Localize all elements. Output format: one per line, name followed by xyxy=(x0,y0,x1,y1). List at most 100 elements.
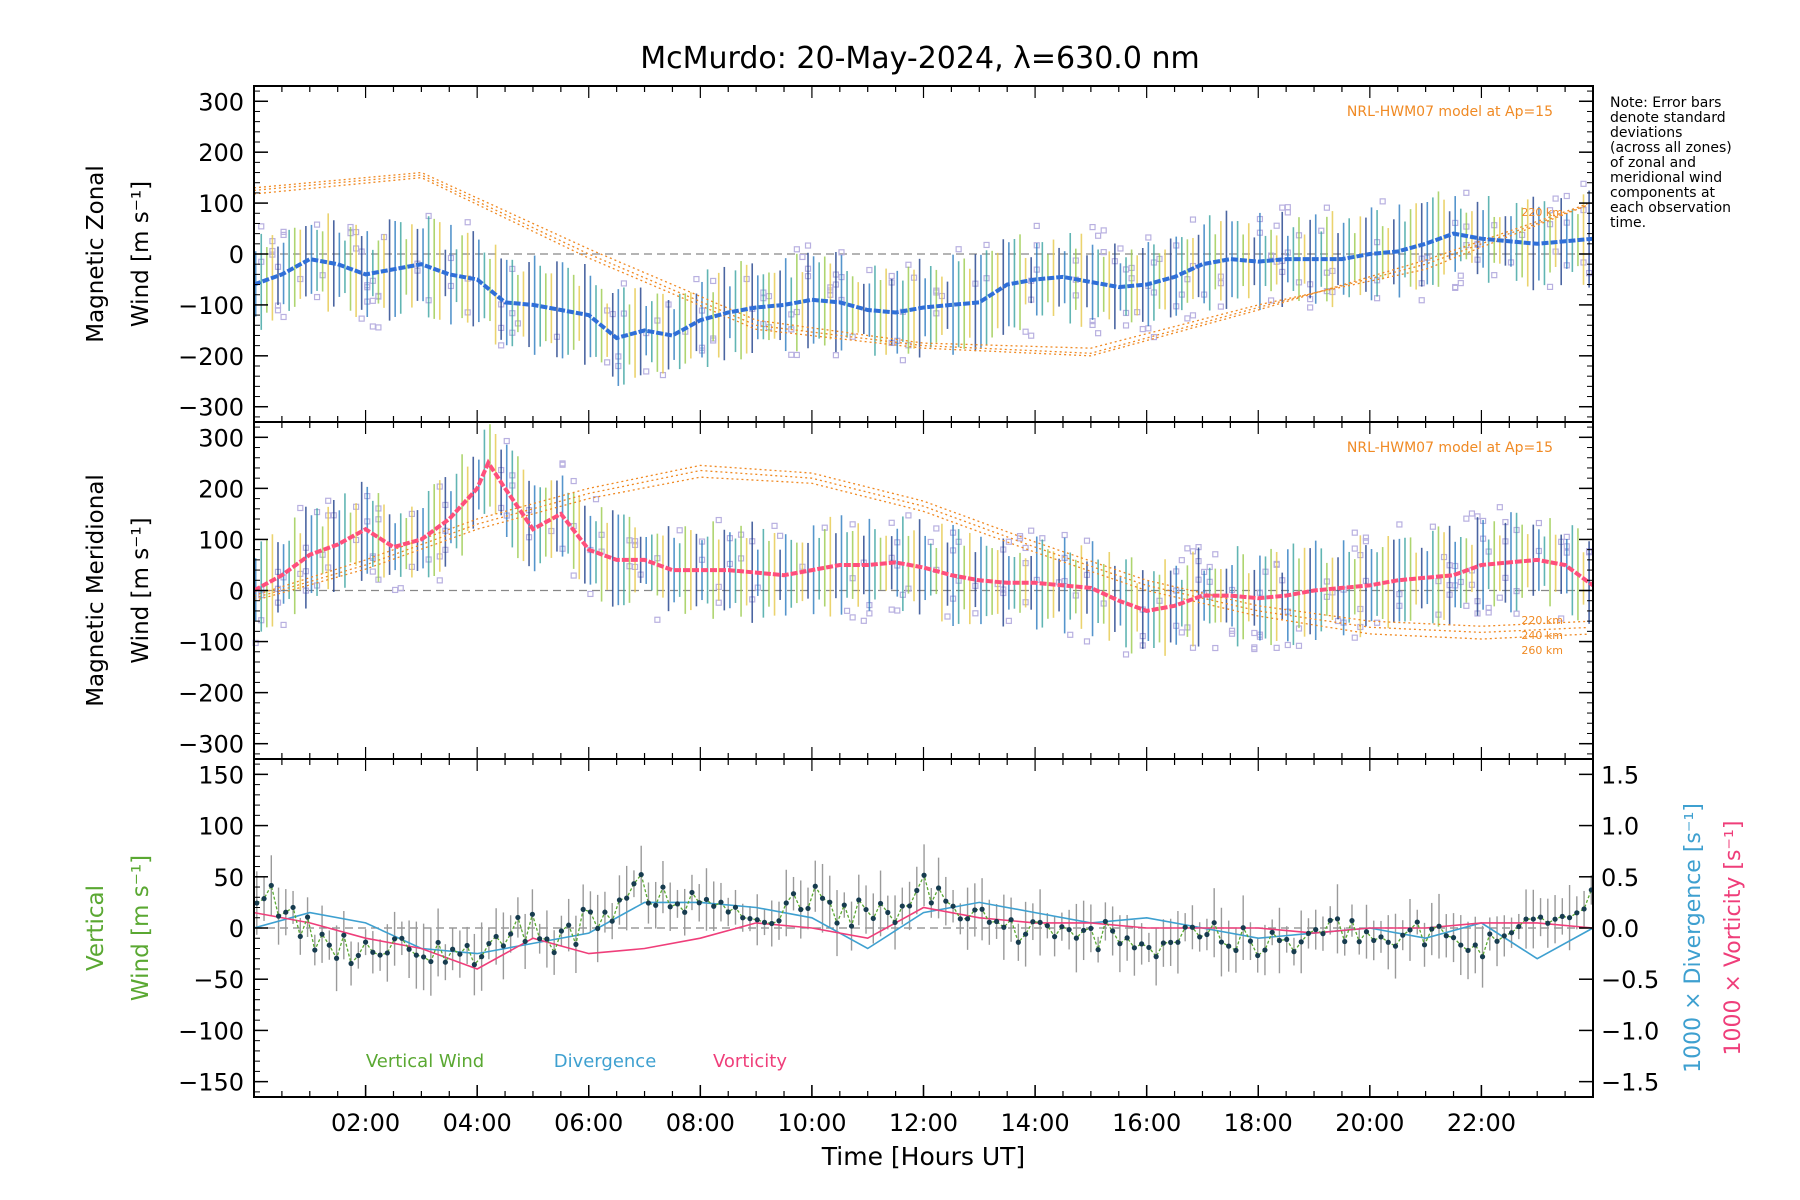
zone-point xyxy=(570,477,577,485)
zone-point xyxy=(1095,232,1102,239)
y-tick-label: −300 xyxy=(178,394,244,422)
zone-point xyxy=(849,614,856,621)
y2-tick-label: −1.5 xyxy=(1601,1069,1659,1097)
zone-point xyxy=(1184,545,1191,552)
zone-point xyxy=(944,613,951,620)
zone-point xyxy=(369,568,376,575)
vertical-wind-point xyxy=(1226,943,1232,949)
y-tick-label: −200 xyxy=(178,680,244,708)
zone-point xyxy=(570,572,577,579)
zone-point xyxy=(983,241,990,249)
vertical-wind-point xyxy=(638,871,644,878)
y-tick-label: −100 xyxy=(178,629,244,657)
zone-point xyxy=(587,590,594,598)
zone-point xyxy=(358,315,365,322)
vertical-wind-point xyxy=(1001,924,1007,930)
zone-point xyxy=(654,616,661,623)
model-curve xyxy=(253,476,1588,640)
vertical-wind-point xyxy=(399,935,405,941)
y-tick-label: −100 xyxy=(178,1017,244,1045)
zone-point xyxy=(860,617,867,624)
zone-point xyxy=(1457,272,1464,279)
zone-point xyxy=(280,313,287,321)
vertical-wind-point xyxy=(544,936,550,942)
vertical-wind-point xyxy=(1581,906,1587,912)
vertical-wind-point xyxy=(725,909,731,915)
vertical-wind-point xyxy=(689,889,695,896)
vertical-wind-point xyxy=(899,903,905,909)
zone-point xyxy=(1284,209,1291,216)
zone-point xyxy=(1373,619,1381,626)
vertical-wind-point xyxy=(1472,942,1478,948)
zone-point xyxy=(838,249,845,256)
vertical-wind-point xyxy=(1334,916,1341,922)
vertical-wind-point xyxy=(986,919,992,925)
y-tick-label: 200 xyxy=(198,475,244,503)
zone-point xyxy=(1100,227,1107,234)
model-altitude-label: 240 km xyxy=(1521,629,1563,642)
zone-point xyxy=(1067,631,1074,638)
vertical-wind-point xyxy=(1240,925,1246,931)
vertical-wind-point xyxy=(406,946,412,952)
vertical-wind-point xyxy=(906,903,913,909)
vertical-wind-point xyxy=(1566,915,1573,921)
vertical-wind-point xyxy=(1349,918,1355,924)
zone-point xyxy=(1279,204,1286,211)
vertical-wind-point xyxy=(1537,914,1544,920)
vertical-wind-point xyxy=(558,928,565,934)
zone-point xyxy=(1351,529,1358,536)
vertical-wind-point xyxy=(297,933,303,940)
vertical-wind-point xyxy=(1269,929,1275,935)
vertical-wind-point xyxy=(522,938,528,945)
note-line: (across all zones) xyxy=(1610,140,1732,156)
y-tick-label: −100 xyxy=(178,292,244,320)
panel-meridional: NRL-HWM07 model at Ap=15 220 km 240 km 260 … xyxy=(83,421,1595,760)
zone-point xyxy=(693,275,700,283)
zone-point xyxy=(369,323,376,330)
zone-point xyxy=(1485,604,1492,612)
vertical-wind-point xyxy=(1342,938,1348,945)
vertical-wind-point xyxy=(268,882,274,889)
zone-point xyxy=(1463,515,1470,522)
vertical-wind-point xyxy=(1313,927,1319,933)
zone-point xyxy=(559,461,566,468)
zone-point xyxy=(1178,557,1185,564)
zone-point xyxy=(866,610,873,617)
vertical-wind-point xyxy=(964,916,971,922)
note-line: meridional wind xyxy=(1610,170,1723,186)
y-tick-label: −300 xyxy=(178,731,244,759)
vertical-wind-point xyxy=(1327,917,1333,923)
vertical-wind-point xyxy=(1479,954,1486,960)
vertical-wind-point xyxy=(667,904,673,910)
vertical-wind-point xyxy=(856,897,862,903)
zone-point xyxy=(1228,627,1236,634)
vertical-wind-point xyxy=(747,916,753,922)
vertical-wind-point xyxy=(486,940,492,947)
zone-point xyxy=(1217,303,1224,310)
zone-point xyxy=(498,342,505,349)
plot-frame xyxy=(253,758,1594,1098)
zone-point xyxy=(1563,533,1570,540)
vertical-wind-point xyxy=(696,900,702,906)
zone-point xyxy=(894,607,901,614)
vertical-wind-point xyxy=(580,906,586,913)
vertical-wind-point xyxy=(1189,924,1196,930)
vertical-wind-point xyxy=(551,949,557,956)
zone-point xyxy=(715,599,722,606)
vertical-wind-point xyxy=(348,960,354,967)
zone-point xyxy=(866,266,873,274)
vertical-wind-point xyxy=(370,949,376,955)
zone-point xyxy=(1184,315,1191,322)
x-tick-label: 02:00 xyxy=(331,1109,400,1137)
zone-point xyxy=(1546,283,1554,290)
vertical-wind-point xyxy=(537,936,543,942)
zone-point xyxy=(1558,615,1565,622)
note-line: components at xyxy=(1610,185,1716,201)
zone-point xyxy=(832,352,840,359)
vertical-wind-point xyxy=(529,911,536,917)
vertical-wind-point xyxy=(616,897,623,903)
vertical-wind-point xyxy=(1545,920,1551,926)
model-curves xyxy=(253,464,1588,640)
vertical-wind-point xyxy=(1465,947,1471,954)
y-tick-label: 200 xyxy=(198,139,244,167)
